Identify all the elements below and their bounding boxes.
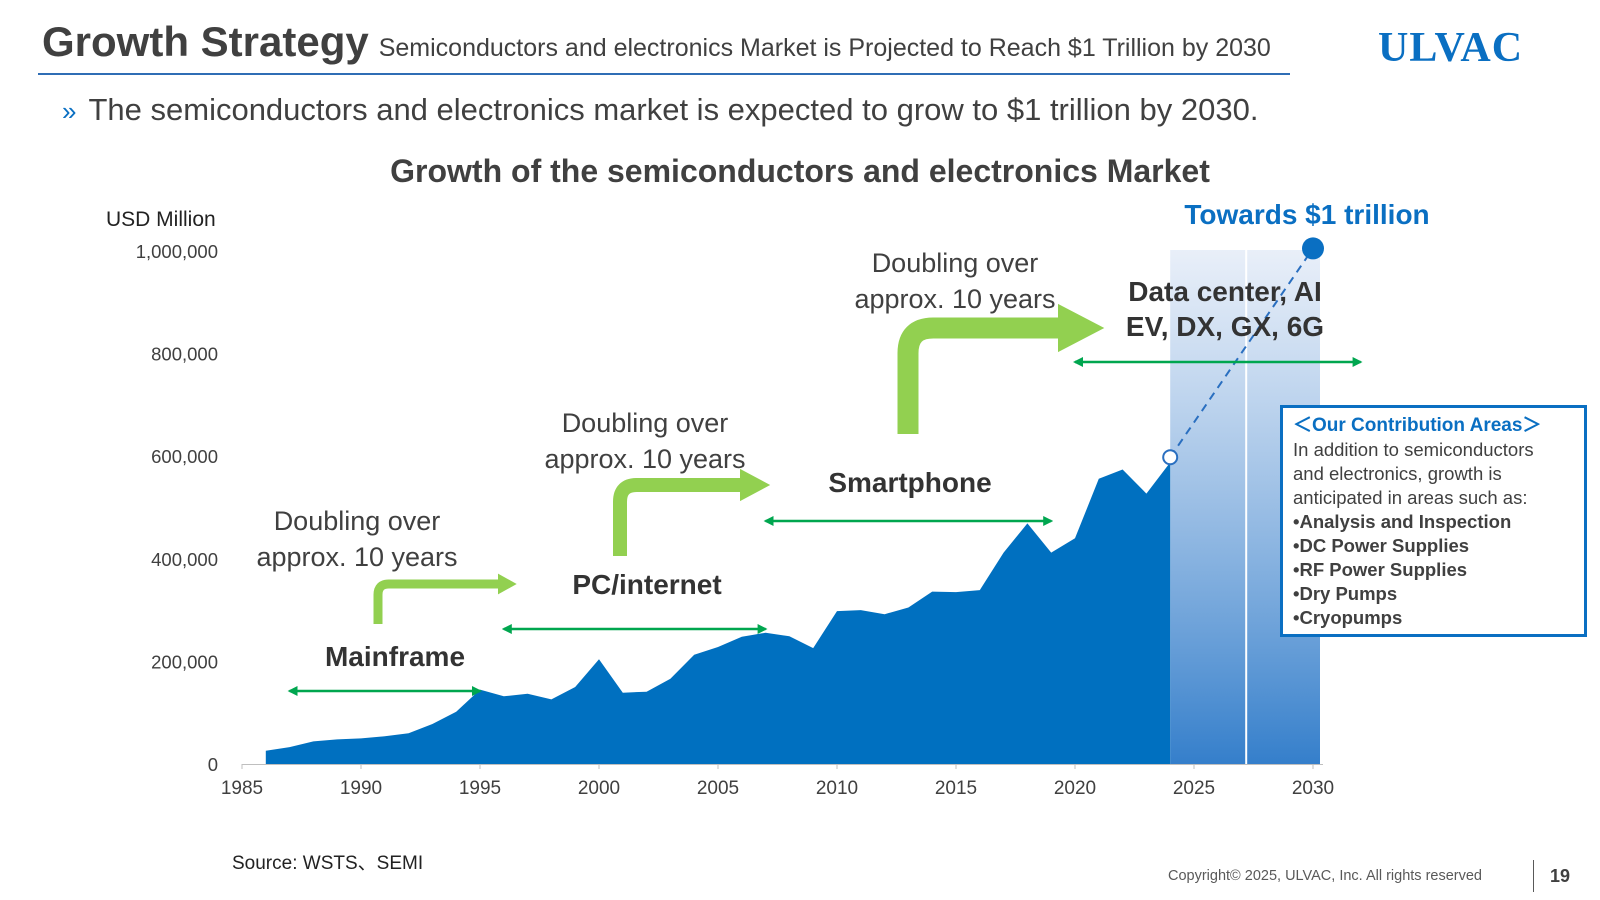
- key-message: » The semiconductors and electronics mark…: [62, 92, 1258, 128]
- source-note: Source: WSTS、SEMI: [232, 853, 424, 874]
- forecast-band-left: [1170, 250, 1246, 764]
- doubling-label-line2: approx. 10 years: [256, 542, 457, 572]
- era-label-datacenter-1: Data center, AI: [1128, 276, 1321, 307]
- contribution-intro-3: anticipated in areas such as:: [1293, 487, 1528, 508]
- page-title: Growth Strategy: [42, 18, 369, 65]
- double-chevron-right-icon: »: [62, 96, 77, 126]
- x-tick-label: 2015: [935, 778, 977, 799]
- x-tick-label: 2020: [1054, 778, 1096, 799]
- y-tick-label: 600,000: [151, 446, 218, 467]
- projection-label: Towards $1 trillion: [1184, 199, 1429, 230]
- x-tick-label: 2000: [578, 778, 620, 799]
- y-tick-label: 0: [208, 754, 218, 775]
- y-tick-label: 1,000,000: [136, 241, 218, 262]
- x-tick-label: 2005: [697, 778, 739, 799]
- doubling-label-line2: approx. 10 years: [544, 444, 745, 474]
- contribution-item-1: •Analysis and Inspection: [1293, 511, 1512, 532]
- doubling-arrow-3-head: [1058, 303, 1105, 353]
- x-tick-label: 2025: [1173, 778, 1215, 799]
- era-label-pc-internet: PC/internet: [572, 569, 721, 600]
- x-tick-label: 1990: [340, 778, 382, 799]
- y-tick-label: 200,000: [151, 651, 218, 672]
- doubling-arrow-2-shaft: [613, 478, 740, 556]
- contribution-item-4: •Dry Pumps: [1293, 583, 1398, 604]
- title-underline: [38, 73, 1290, 75]
- contribution-item-5: •Cryopumps: [1293, 607, 1403, 628]
- projection-start-point: [1162, 449, 1179, 466]
- era-label-mainframe: Mainframe: [325, 641, 465, 672]
- doubling-arrow-1-head: [498, 573, 517, 595]
- x-tick-label: 2010: [816, 778, 858, 799]
- ulvac-logo: ULVAC: [1378, 25, 1524, 71]
- doubling-arrow-2-head: [740, 468, 771, 502]
- footer-divider: [1533, 860, 1534, 892]
- market-area: [265, 462, 1171, 764]
- contribution-item-2: •DC Power Supplies: [1293, 535, 1470, 556]
- projection-end-point: [1302, 237, 1324, 260]
- page-subtitle: Semiconductors and electronics Market is…: [378, 34, 1271, 62]
- page-number: 19: [1550, 866, 1571, 886]
- doubling-arrow-1-shaft: [373, 579, 498, 624]
- contribution-intro-2: and electronics, growth is: [1293, 463, 1502, 484]
- era-label-datacenter-2: EV, DX, GX, 6G: [1126, 311, 1324, 342]
- key-message-text: The semiconductors and electronics marke…: [88, 92, 1259, 127]
- projection-line: [1169, 247, 1314, 458]
- doubling-label-line1: Doubling over: [872, 248, 1039, 278]
- y-axis-label: USD Million: [106, 208, 216, 231]
- chart-title: Growth of the semiconductors and electro…: [390, 153, 1210, 189]
- doubling-arrow-3-shaft: [897, 317, 1058, 434]
- x-tick-label: 1995: [459, 778, 501, 799]
- doubling-label-line2: approx. 10 years: [854, 284, 1055, 314]
- contribution-heading: ＜Our Contribution Areas＞: [1293, 415, 1542, 436]
- doubling-label-line1: Doubling over: [562, 408, 729, 438]
- copyright: Copyright© 2025, ULVAC, Inc. All rights …: [1168, 868, 1482, 884]
- era-label-smartphone: Smartphone: [828, 467, 991, 498]
- doubling-label-line1: Doubling over: [274, 506, 441, 536]
- y-tick-label: 400,000: [151, 549, 218, 570]
- slide-title: Growth Strategy Semiconductors and electr…: [42, 18, 1271, 66]
- contribution-areas-box: ＜Our Contribution Areas＞ In addition to …: [1280, 405, 1587, 637]
- x-tick-label: 2030: [1292, 778, 1334, 799]
- x-tick-label: 1985: [221, 778, 263, 799]
- contribution-intro-1: In addition to semiconductors: [1293, 439, 1534, 460]
- y-tick-label: 800,000: [151, 344, 218, 365]
- contribution-item-3: •RF Power Supplies: [1293, 559, 1468, 580]
